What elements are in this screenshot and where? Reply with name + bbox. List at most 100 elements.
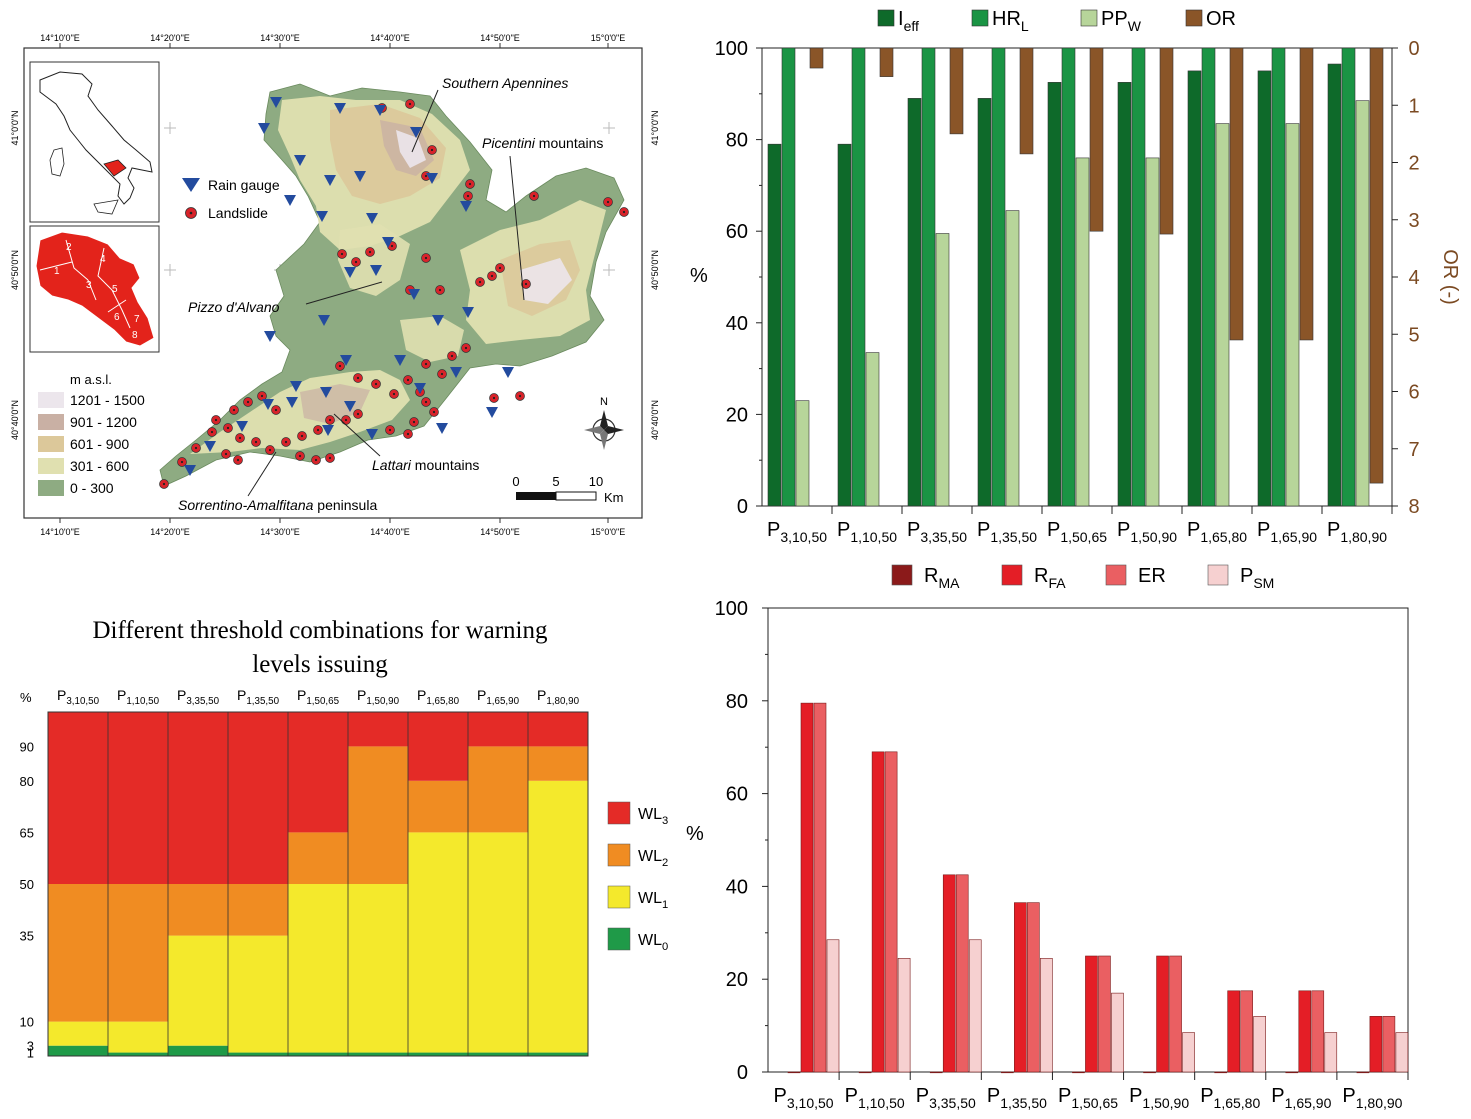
x-tick-label-main: P bbox=[767, 519, 780, 541]
coord-left-3: 40°40'0"N bbox=[10, 400, 20, 440]
warning-column-label: P3,10,50 bbox=[57, 687, 100, 707]
warning-segment-wl1 bbox=[108, 1021, 168, 1053]
rain-gauge-marker bbox=[344, 401, 356, 412]
landslide-marker-dot bbox=[440, 372, 444, 376]
bar-hrl bbox=[851, 47, 866, 507]
landslide-marker-dot bbox=[194, 446, 198, 450]
y-tick-label: 20 bbox=[726, 969, 748, 991]
warning-segment-wl2 bbox=[348, 746, 408, 884]
landslide-marker-dot bbox=[622, 210, 626, 214]
rain-gauge-marker bbox=[262, 399, 274, 410]
y-left-axis-label: % bbox=[690, 265, 708, 287]
landslide-marker-dot bbox=[162, 482, 166, 486]
region-number-7: 7 bbox=[134, 314, 140, 325]
bar-ppw bbox=[1145, 157, 1160, 507]
warning-column-label-sub: 1,65,80 bbox=[426, 696, 459, 707]
x-tick-label: P1,35,50 bbox=[977, 519, 1037, 545]
coord-top-6: 15°0'0"E bbox=[591, 33, 626, 43]
warning-column-label-sub: 1,10,50 bbox=[126, 696, 159, 707]
x-tick-label-sub: 1,50,65 bbox=[1060, 529, 1107, 545]
landslide-marker-dot bbox=[232, 408, 236, 412]
warning-legend-label-wl2: WL2 bbox=[638, 848, 668, 869]
error-rate-chart: RMA RFA ER PSM 0 20 40 60 80 100% P3,10,50 P1,10,50… bbox=[670, 556, 1471, 1114]
warning-column-label: P1,50,65 bbox=[297, 687, 340, 707]
legend-label-rma-sub: MA bbox=[938, 575, 960, 591]
warning-column-label-main: P bbox=[177, 687, 186, 703]
rain-gauge-marker bbox=[322, 425, 334, 436]
bar-ieff bbox=[1257, 70, 1272, 507]
x-tick-label-sub: 1,10,50 bbox=[858, 1095, 905, 1111]
rain-gauge-marker bbox=[436, 423, 448, 434]
x-tick-label: P1,10,50 bbox=[845, 1085, 905, 1111]
bar-ppw bbox=[1215, 123, 1230, 507]
map-points bbox=[159, 97, 629, 489]
x-tick-label: P3,10,50 bbox=[767, 519, 827, 545]
x-tick-label-sub: 1,35,50 bbox=[1000, 1095, 1047, 1111]
warning-segment-wl3 bbox=[348, 712, 408, 747]
elevation-label-5: 0 - 300 bbox=[70, 480, 114, 496]
x-tick-label-main: P bbox=[977, 519, 990, 541]
rain-gauge-legend-icon bbox=[182, 178, 200, 192]
scale-bar bbox=[516, 491, 597, 501]
x-tick-label-main: P bbox=[1058, 1085, 1071, 1107]
bar-or bbox=[1229, 47, 1244, 341]
landslide-marker-dot bbox=[180, 460, 184, 464]
bar-er bbox=[884, 751, 898, 1073]
bar-ppw bbox=[795, 400, 810, 507]
warning-legend-label-wl3: WL3 bbox=[638, 806, 668, 827]
warning-segment-wl2 bbox=[408, 780, 468, 833]
bar-rma bbox=[1356, 1071, 1370, 1074]
label-pizzo-alvano: Pizzo d'Alvano bbox=[188, 299, 280, 315]
study-area-map: 14°10'0"E 14°20'0"E 14°30'0"E 14°40'0"E … bbox=[0, 0, 660, 550]
warning-segment-wl3 bbox=[228, 712, 288, 884]
landslide-marker-dot bbox=[478, 280, 482, 284]
bar-or bbox=[1019, 47, 1034, 155]
coord-right-2: 40°50'0"N bbox=[650, 250, 660, 290]
coord-right-1: 41°0'0"N bbox=[650, 110, 660, 145]
x-tick-label-main: P bbox=[1200, 1085, 1213, 1107]
y-right-tick-label: 0 bbox=[1408, 38, 1419, 60]
rain-gauge-marker bbox=[270, 97, 282, 108]
elevation-label-4: 301 - 600 bbox=[70, 458, 129, 474]
rain-gauge-marker bbox=[258, 123, 270, 134]
north-label: N bbox=[600, 396, 608, 408]
elevation-label-2: 901 - 1200 bbox=[70, 414, 137, 430]
warning-chart-title-line1: Different threshold combinations for war… bbox=[92, 617, 548, 644]
bar-er bbox=[813, 702, 827, 1073]
landslide-marker-dot bbox=[254, 440, 258, 444]
coord-top-2: 14°20'0"E bbox=[150, 33, 190, 43]
warning-column-label-sub: 1,65,90 bbox=[486, 696, 519, 707]
region-number-4: 4 bbox=[100, 254, 106, 265]
warning-legend-label-wl3-sub: 3 bbox=[662, 815, 668, 827]
landslide-legend-dot bbox=[189, 211, 193, 215]
warning-segment-wl0 bbox=[468, 1052, 528, 1056]
bar-rma bbox=[1072, 1071, 1085, 1074]
rain-gauge-marker bbox=[316, 211, 328, 222]
warning-legend-label-wl1: WL1 bbox=[638, 890, 668, 911]
rain-gauge-marker bbox=[408, 289, 420, 300]
landslide-marker-dot bbox=[328, 456, 332, 460]
warning-segment-wl1 bbox=[48, 1021, 108, 1046]
rain-gauge-marker bbox=[450, 367, 462, 378]
x-tick-label: P1,65,80 bbox=[1187, 519, 1247, 545]
warning-segment-wl2 bbox=[288, 832, 348, 884]
bar-psm bbox=[968, 939, 982, 1073]
x-tick-label-main: P bbox=[987, 1085, 1000, 1107]
landslide-marker-dot bbox=[354, 260, 358, 264]
x-tick-label-main: P bbox=[837, 519, 850, 541]
x-tick-label-sub: 1,50,65 bbox=[1071, 1095, 1118, 1111]
coord-left-1: 41°0'0"N bbox=[10, 110, 20, 145]
landslide-marker-dot bbox=[238, 436, 242, 440]
warning-legend-label-wl0-main: WL bbox=[638, 932, 662, 949]
warning-segment-wl0 bbox=[108, 1052, 168, 1056]
landslide-marker-dot bbox=[392, 392, 396, 396]
y-left-tick-label: 60 bbox=[726, 221, 748, 243]
bar-rfa bbox=[1227, 990, 1240, 1073]
bar-psm bbox=[1253, 1016, 1266, 1073]
landslide-marker-dot bbox=[492, 396, 496, 400]
elevation-swatch-4 bbox=[38, 458, 64, 474]
bar-ieff bbox=[977, 98, 992, 507]
bar-rfa bbox=[1156, 955, 1169, 1073]
